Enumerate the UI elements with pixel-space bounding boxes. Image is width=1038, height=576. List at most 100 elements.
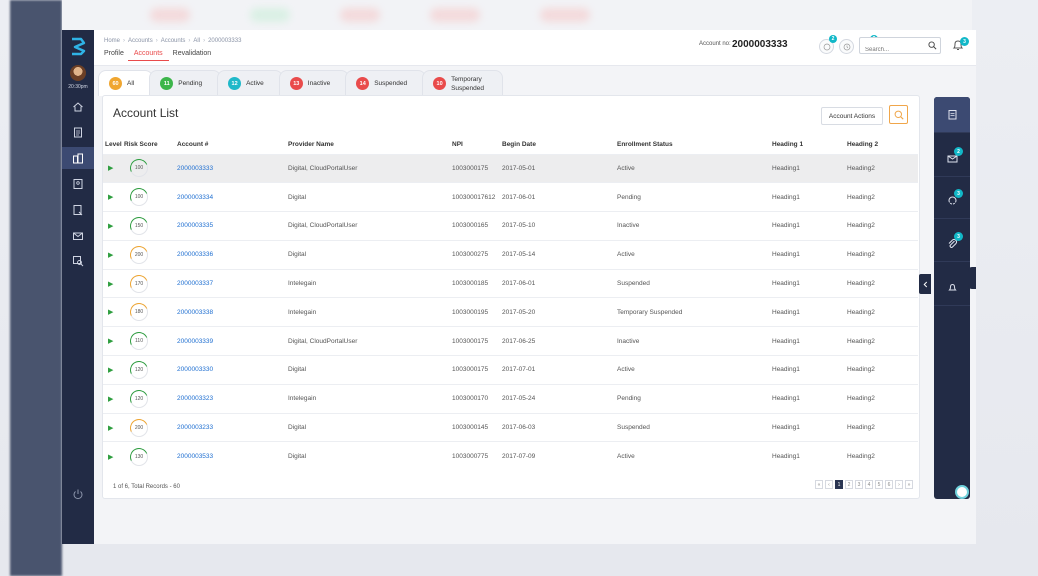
cell-account-text[interactable]: 2000003334 (177, 193, 214, 201)
expand-arrow-icon[interactable]: ▶ (108, 395, 114, 403)
nav-mail[interactable] (62, 225, 94, 247)
cell-npi-text: 1003000175 (452, 164, 489, 172)
table-row[interactable]: ▶ 120 2000003323 Intelegain 1003000170 2017-0… (103, 383, 918, 414)
table-row[interactable]: ▶ 170 2000003337 Intelegain 1003000185 2017-0… (103, 268, 918, 298)
col-npi[interactable]: NPI (452, 141, 463, 149)
table-row[interactable]: ▶ 120 2000003330 Digital 1003000175 2017-07-0… (103, 355, 918, 385)
tab-accounts[interactable]: Accounts (127, 50, 169, 61)
status-tab-active[interactable]: 12 Active (217, 70, 283, 96)
page-button-3[interactable]: 3 (855, 480, 863, 489)
first-page-button[interactable]: « (815, 480, 823, 489)
power-icon[interactable] (72, 488, 84, 500)
status-tab-temporary-suspended[interactable]: 10 Temporary Suspended (422, 70, 503, 96)
cell-account-text[interactable]: 2000003233 (177, 424, 214, 432)
cell-heading-1-text: Heading1 (772, 453, 800, 461)
cell-account-text[interactable]: 2000003335 (177, 222, 214, 230)
nav-reports[interactable] (62, 199, 94, 221)
cell-account-text[interactable]: 2000003533 (177, 453, 214, 461)
breadcrumb-home[interactable]: Home (104, 38, 121, 44)
expand-arrow-icon[interactable]: ▶ (108, 165, 114, 173)
breadcrumb-accounts[interactable]: Accounts (128, 38, 153, 44)
chat-button[interactable]: 2 (819, 35, 837, 54)
nav-documents[interactable] (62, 173, 94, 195)
prev-page-button[interactable]: ‹ (825, 480, 833, 489)
table-row[interactable]: ▶ 150 2000003335 Digital, CloudPortalUser 10… (103, 211, 918, 241)
table-row[interactable]: ▶ 200 2000003233 Digital 1003000145 2017-06-0… (103, 412, 918, 442)
expand-arrow-icon[interactable]: ▶ (108, 309, 114, 317)
rp-attachments[interactable]: 3 (934, 226, 970, 262)
next-page-button[interactable]: › (895, 480, 903, 489)
nav-search-docs[interactable] (62, 250, 94, 272)
col-level[interactable]: Level (105, 141, 122, 149)
expand-arrow-icon[interactable]: ▶ (108, 251, 114, 259)
breadcrumb-accounts-2[interactable]: Accounts (160, 38, 186, 44)
col-provider-name[interactable]: Provider Name (288, 141, 334, 149)
cell-account-text[interactable]: 2000003338 (177, 308, 214, 316)
cell-account-text[interactable]: 2000003339 (177, 337, 214, 345)
nav-home[interactable] (62, 96, 94, 118)
expand-arrow-icon[interactable]: ▶ (108, 424, 114, 432)
cell-enrollment-status-text: Pending (617, 193, 641, 201)
table-row[interactable]: ▶ 130 2000003533 Digital 1003000775 2017-07-0… (103, 441, 918, 471)
cell-risk-score: 100 (122, 182, 175, 212)
app-logo-icon[interactable] (69, 36, 87, 56)
panel-menu-dots[interactable] (968, 267, 976, 289)
breadcrumb-all[interactable]: All (193, 38, 201, 44)
page-button-2[interactable]: 2 (845, 480, 853, 489)
cell-account-text[interactable]: 2000003337 (177, 280, 214, 288)
cell-begin-date-text: 2017-06-01 (502, 193, 536, 201)
cell-provider-name: Intelegain (286, 383, 450, 414)
cell-begin-date: 2017-06-25 (500, 326, 615, 356)
rp-messages[interactable]: 2 (934, 141, 970, 177)
table-row[interactable]: ▶ 100 2000003334 Digital 100300017612 2017-06… (103, 182, 918, 212)
cell-account-text[interactable]: 2000003333 (177, 164, 214, 172)
status-tab-pending[interactable]: 11 Pending (149, 70, 222, 96)
rp-alerts[interactable] (934, 270, 970, 306)
expand-arrow-icon[interactable]: ▶ (108, 338, 114, 346)
table-row[interactable]: ▶ 110 2000003339 Digital, CloudPortalUser 10… (103, 326, 918, 356)
page-button-5[interactable]: 5 (875, 480, 883, 489)
expand-arrow-icon[interactable]: ▶ (108, 366, 114, 374)
nav-accounts[interactable] (62, 147, 94, 169)
table-row[interactable]: ▶ 200 2000003336 Digital 1003000275 2017-05-1… (103, 239, 918, 270)
history-button[interactable] (839, 39, 854, 54)
nav-clipboard[interactable] (62, 121, 94, 143)
col-heading-1[interactable]: Heading 1 (772, 141, 804, 149)
col-heading-2[interactable]: Heading 2 (847, 141, 879, 149)
rp-sync[interactable]: 3 (934, 183, 970, 219)
table-row[interactable]: ▶ 180 2000003338 Intelegain 1003000195 2017-0… (103, 297, 918, 327)
cell-enrollment-status: Inactive (615, 211, 770, 241)
status-tab-all[interactable]: 60 All (98, 70, 154, 96)
status-label: Inactive (307, 80, 331, 87)
page-button-1[interactable]: 1 (835, 480, 843, 489)
col-begin-date[interactable]: Begin Date (502, 141, 536, 149)
col-enrollment-status[interactable]: Enrollment Status (617, 141, 673, 149)
tab-profile[interactable]: Profile (104, 50, 124, 57)
table-row[interactable]: ▶ 100 2000003333 Digital, CloudPortalUser 10… (103, 153, 918, 183)
bell-icon[interactable] (951, 38, 965, 52)
col-risk-score[interactable]: Risk Score (124, 141, 158, 149)
cell-account: 2000003335 (175, 211, 286, 241)
cell-account-text[interactable]: 2000003336 (177, 251, 214, 259)
help-icon[interactable] (955, 485, 969, 499)
expand-arrow-icon[interactable]: ▶ (108, 453, 114, 461)
search-filter-button[interactable] (889, 105, 908, 124)
tab-revalidation[interactable]: Revalidation (172, 50, 212, 57)
last-page-button[interactable]: » (905, 480, 913, 489)
rp-clipboard[interactable] (934, 97, 970, 133)
search-input[interactable] (860, 42, 924, 58)
page-button-6[interactable]: 6 (885, 480, 893, 489)
status-tab-suspended[interactable]: 14 Suspended (345, 70, 427, 96)
expand-arrow-icon[interactable]: ▶ (108, 194, 114, 202)
cell-account-text[interactable]: 2000003330 (177, 366, 214, 374)
collapse-panel-button[interactable] (919, 274, 931, 294)
page-button-4[interactable]: 4 (865, 480, 873, 489)
account-actions-button[interactable]: Account Actions (821, 107, 883, 125)
search-icon[interactable] (928, 41, 937, 50)
status-tab-inactive[interactable]: 13 Inactive (278, 70, 350, 96)
cell-account-text[interactable]: 2000003323 (177, 395, 214, 403)
expand-arrow-icon[interactable]: ▶ (108, 222, 114, 230)
avatar[interactable] (70, 65, 86, 81)
col-account[interactable]: Account # (177, 141, 209, 149)
expand-arrow-icon[interactable]: ▶ (108, 280, 114, 288)
